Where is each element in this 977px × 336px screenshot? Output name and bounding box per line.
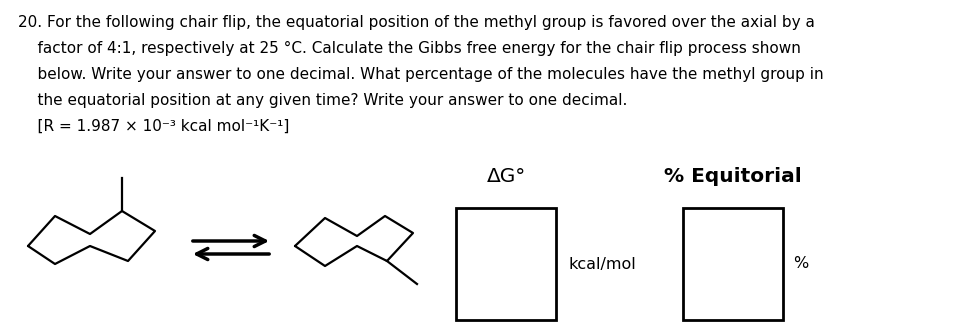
Text: factor of 4:1, respectively at 25 °C. Calculate the Gibbs free energy for the ch: factor of 4:1, respectively at 25 °C. Ca…: [18, 41, 800, 56]
Text: below. Write your answer to one decimal. What percentage of the molecules have t: below. Write your answer to one decimal.…: [18, 67, 823, 82]
Text: kcal/mol: kcal/mol: [568, 256, 635, 271]
Text: the equatorial position at any given time? Write your answer to one decimal.: the equatorial position at any given tim…: [18, 93, 626, 108]
Bar: [455, 208, 556, 320]
Text: % Equitorial: % Equitorial: [663, 167, 801, 186]
Bar: [682, 208, 783, 320]
Text: 20. For the following chair flip, the equatorial position of the methyl group is: 20. For the following chair flip, the eq…: [18, 15, 814, 30]
Text: [R = 1.987 × 10⁻³ kcal mol⁻¹K⁻¹]: [R = 1.987 × 10⁻³ kcal mol⁻¹K⁻¹]: [18, 119, 289, 134]
Text: %: %: [792, 256, 807, 271]
Text: ΔG°: ΔG°: [486, 167, 525, 186]
